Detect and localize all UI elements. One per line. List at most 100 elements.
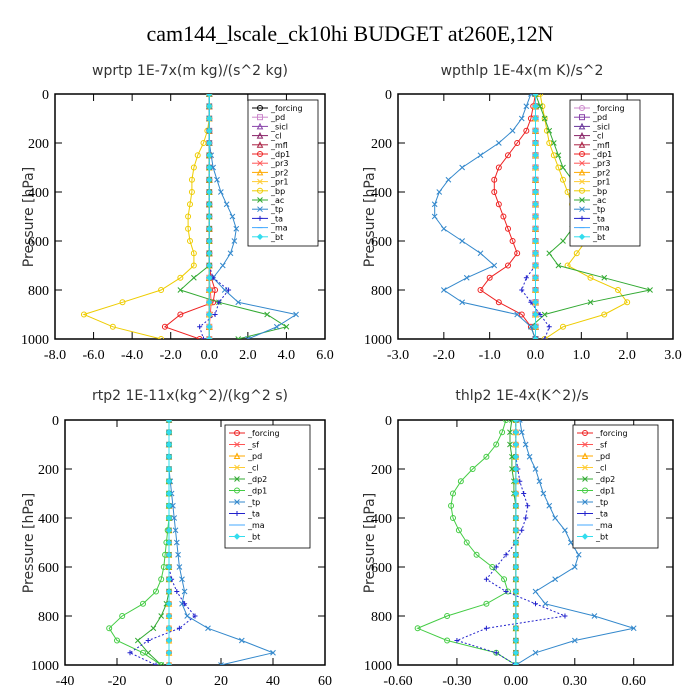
legend-label: _pr1 <box>592 178 610 187</box>
data-point <box>431 213 438 220</box>
data-point <box>206 164 213 171</box>
y-tick-label: 800 <box>38 610 59 625</box>
data-point <box>512 588 520 595</box>
legend-label: _ac <box>592 196 606 205</box>
x-tick-label: 0 <box>166 674 173 689</box>
x-tick-label: 0.60 <box>621 674 646 689</box>
data-point <box>165 465 173 473</box>
data-point <box>235 299 242 306</box>
legend-label: _pr3 <box>270 159 288 168</box>
x-tick-label: -4.0 <box>121 348 143 363</box>
panel-title: wprtp 1E-7x(m kg)/(s^2 kg) <box>92 63 288 79</box>
legend-label: _dp2 <box>595 475 615 484</box>
data-point <box>185 225 192 232</box>
legend-label: _ma <box>595 521 613 530</box>
data-point <box>459 299 466 306</box>
data-point <box>165 637 173 644</box>
data-point <box>206 225 213 232</box>
data-point <box>127 650 133 656</box>
data-point <box>206 103 213 110</box>
x-tick-label: 2.0 <box>618 348 636 363</box>
legend-label: _mfl <box>270 141 288 150</box>
data-point <box>165 453 173 460</box>
data-point <box>509 466 515 472</box>
legend-label: _tp <box>592 205 605 214</box>
legend-label: _bt <box>595 533 608 542</box>
data-point <box>533 601 538 607</box>
data-point <box>233 225 240 232</box>
y-tick-label: 0 <box>42 88 49 103</box>
data-point <box>512 420 520 424</box>
series-layer <box>80 94 299 339</box>
x-tick-label: -0.60 <box>383 674 412 689</box>
data-point <box>523 103 530 110</box>
data-point <box>190 164 197 171</box>
data-point <box>486 274 493 281</box>
data-point <box>514 140 521 146</box>
data-point <box>560 164 566 171</box>
data-point <box>192 613 198 619</box>
data-point <box>165 576 173 583</box>
data-point <box>518 115 525 122</box>
legend-marker <box>233 533 241 540</box>
data-point <box>184 613 191 619</box>
y-axis-label: Pressure [hPa] <box>21 493 37 593</box>
data-point <box>532 336 539 339</box>
data-point <box>532 115 539 122</box>
x-tick-label: 1.0 <box>573 348 591 363</box>
data-point <box>512 465 520 473</box>
data-point <box>521 491 527 496</box>
data-point <box>505 225 511 232</box>
legend-marker <box>234 430 240 436</box>
data-point <box>196 336 203 339</box>
legend-marker <box>257 178 263 185</box>
data-point <box>214 176 220 183</box>
data-point <box>165 429 173 436</box>
legend-marker <box>579 151 585 157</box>
y-tick-label: 800 <box>371 284 392 299</box>
y-tick-label: 0 <box>52 414 59 429</box>
data-point <box>528 94 534 97</box>
data-point <box>150 625 157 632</box>
data-point <box>523 275 529 281</box>
series-line-dp1 <box>479 94 536 339</box>
legend-marker <box>582 464 588 471</box>
series-layer <box>106 420 276 665</box>
data-point <box>560 323 566 330</box>
data-point <box>512 514 520 522</box>
panel-wpthlp: wpthlp 1E-4x(m K)/s^2 Pressure [hPa] -3.… <box>362 63 682 363</box>
data-point <box>532 139 539 147</box>
x-tick-label: -6.0 <box>82 348 104 363</box>
panel-title: wpthlp 1E-4x(m K)/s^2 <box>441 63 604 79</box>
legend-marker <box>257 160 263 167</box>
data-point <box>238 637 245 644</box>
legend-label: _bt <box>270 233 283 242</box>
data-point <box>491 189 498 195</box>
data-point <box>455 527 462 534</box>
data-point <box>512 576 520 583</box>
data-point <box>206 336 213 339</box>
data-point <box>546 250 553 257</box>
data-point <box>503 589 509 594</box>
data-point <box>555 164 562 171</box>
legend-label: _pd <box>595 452 610 461</box>
data-point <box>546 324 552 330</box>
data-point <box>188 176 195 183</box>
data-point <box>495 140 502 146</box>
legend-label: _forcing <box>595 429 628 438</box>
y-tick-label: 200 <box>38 463 59 478</box>
legend-label: _dp1 <box>595 487 615 496</box>
data-point <box>562 613 568 619</box>
legend-label: _dp1 <box>247 487 267 496</box>
data-point <box>165 441 173 448</box>
data-point <box>532 466 539 472</box>
legend-label: _sicl <box>270 122 288 131</box>
data-point <box>206 335 213 339</box>
data-point <box>179 576 185 583</box>
legend-label: _dp1 <box>592 150 612 159</box>
data-point <box>165 539 173 546</box>
legend-label: _pd <box>592 113 607 122</box>
y-tick-label: 400 <box>38 512 59 527</box>
data-point <box>226 287 232 293</box>
data-point <box>499 429 506 436</box>
